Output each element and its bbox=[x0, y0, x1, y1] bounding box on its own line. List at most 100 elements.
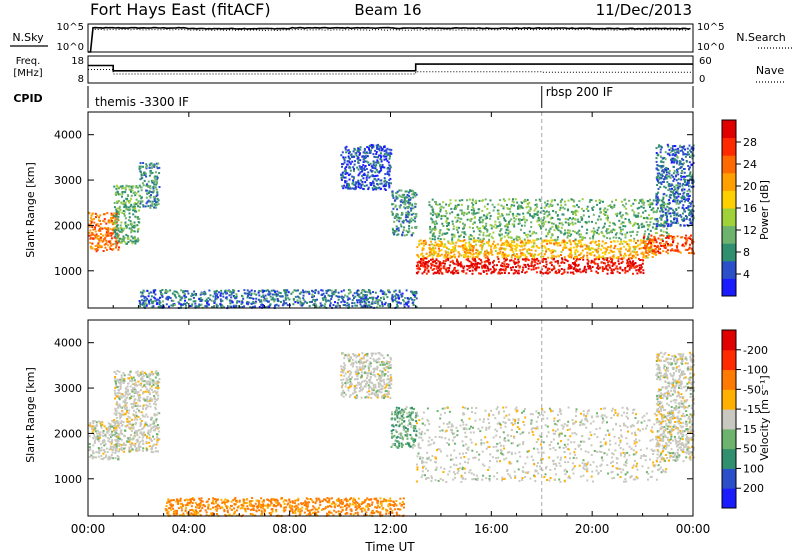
echo-cell bbox=[493, 271, 495, 273]
echo-cell bbox=[367, 188, 369, 190]
echo-cell bbox=[308, 291, 310, 293]
echo-cell bbox=[579, 240, 581, 242]
echo-cell bbox=[434, 224, 436, 226]
echo-cell bbox=[97, 246, 99, 248]
echo-cell bbox=[632, 231, 634, 233]
echo-cell bbox=[368, 304, 370, 306]
echo-cell bbox=[409, 204, 411, 206]
echo-cell bbox=[368, 177, 370, 179]
echo-cell bbox=[689, 161, 691, 163]
echo-cell bbox=[351, 183, 353, 185]
echo-cell bbox=[445, 221, 447, 223]
echo-cell bbox=[493, 241, 495, 243]
echo-cell bbox=[458, 236, 460, 238]
echo-cell bbox=[91, 243, 93, 245]
echo-cell bbox=[537, 238, 539, 240]
echo-cell bbox=[534, 204, 536, 206]
echo-cell bbox=[170, 297, 172, 299]
echo-cell bbox=[438, 235, 440, 237]
echo-cell bbox=[607, 228, 609, 230]
echo-cell bbox=[426, 273, 428, 275]
echo-cell bbox=[678, 164, 680, 166]
echo-cell bbox=[376, 183, 378, 185]
echo-cell bbox=[110, 248, 112, 250]
echo-cell bbox=[429, 226, 431, 228]
echo-cell bbox=[488, 270, 490, 272]
echo-cell bbox=[172, 300, 174, 302]
echo-cell bbox=[217, 296, 219, 298]
echo-cell bbox=[547, 216, 549, 218]
echo-cell bbox=[426, 261, 428, 263]
echo-cell bbox=[507, 234, 509, 236]
echo-cell bbox=[122, 185, 124, 187]
echo-cell bbox=[405, 219, 407, 221]
echo-cell bbox=[663, 225, 665, 227]
echo-cell bbox=[578, 230, 580, 232]
echo-cell bbox=[453, 263, 455, 265]
echo-cell bbox=[483, 243, 485, 245]
echo-cell bbox=[225, 290, 227, 292]
echo-cell bbox=[657, 202, 659, 204]
echo-cell bbox=[407, 302, 409, 304]
echo-cell bbox=[368, 301, 370, 303]
echo-cell bbox=[138, 200, 140, 202]
echo-cell bbox=[411, 193, 413, 195]
echo-cell bbox=[444, 243, 446, 245]
echo-cell bbox=[152, 180, 154, 182]
echo-cell bbox=[372, 167, 374, 169]
echo-cell bbox=[681, 150, 683, 152]
echo-cell bbox=[520, 255, 522, 257]
echo-cell bbox=[232, 301, 234, 303]
echo-cell bbox=[601, 232, 603, 234]
echo-cell bbox=[538, 247, 540, 249]
colorbar-swatch bbox=[722, 155, 736, 173]
echo-cell bbox=[478, 258, 480, 260]
echo-cell bbox=[441, 249, 443, 251]
echo-cell bbox=[354, 160, 356, 162]
echo-cell bbox=[476, 226, 478, 228]
echo-cell bbox=[555, 211, 557, 213]
echo-cell bbox=[586, 229, 588, 231]
echo-cell bbox=[144, 296, 146, 298]
echo-cell bbox=[233, 292, 235, 294]
echo-cell bbox=[643, 242, 645, 244]
echo-cell bbox=[442, 225, 444, 227]
echo-cell bbox=[574, 212, 576, 214]
echo-cell bbox=[467, 212, 469, 214]
echo-cell bbox=[521, 219, 523, 221]
echo-cell bbox=[151, 205, 153, 207]
echo-cell bbox=[451, 256, 453, 258]
echo-cell bbox=[378, 155, 380, 157]
echo-cell bbox=[518, 270, 520, 272]
echo-cell bbox=[666, 172, 668, 174]
echo-cell bbox=[457, 270, 459, 272]
echo-cell bbox=[567, 268, 569, 270]
echo-cell bbox=[378, 162, 380, 164]
echo-cell bbox=[437, 237, 439, 239]
echo-cell bbox=[105, 240, 107, 242]
echo-cell bbox=[150, 197, 152, 199]
echo-cell bbox=[663, 235, 665, 237]
echo-cell bbox=[661, 170, 663, 172]
echo-cell bbox=[512, 266, 514, 268]
echo-cell bbox=[411, 218, 413, 220]
echo-cell bbox=[95, 213, 97, 215]
echo-cell bbox=[657, 250, 659, 252]
echo-cell bbox=[366, 294, 368, 296]
echo-cell bbox=[619, 227, 621, 229]
echo-cell bbox=[364, 185, 366, 187]
echo-cell bbox=[690, 203, 692, 205]
echo-cell bbox=[115, 214, 117, 216]
echo-cell bbox=[360, 168, 362, 170]
echo-cell bbox=[96, 215, 98, 217]
echo-cell bbox=[493, 247, 495, 249]
echo-cell bbox=[588, 221, 590, 223]
echo-cell bbox=[666, 232, 668, 234]
echo-cell bbox=[682, 213, 684, 215]
echo-cell bbox=[277, 299, 279, 301]
echo-cell bbox=[139, 168, 141, 170]
echo-cell bbox=[106, 231, 108, 233]
echo-cell bbox=[95, 245, 97, 247]
echo-cell bbox=[128, 237, 130, 239]
echo-cell bbox=[545, 240, 547, 242]
